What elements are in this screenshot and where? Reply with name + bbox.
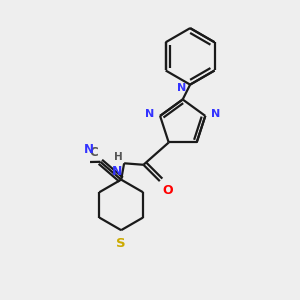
Text: N: N — [146, 110, 155, 119]
Text: N: N — [211, 110, 220, 119]
Text: N: N — [177, 83, 186, 93]
Text: N: N — [84, 143, 94, 156]
Text: H: H — [114, 152, 123, 162]
Text: C: C — [89, 146, 98, 159]
Text: O: O — [163, 184, 173, 197]
Text: N: N — [112, 165, 123, 178]
Text: S: S — [116, 237, 126, 250]
